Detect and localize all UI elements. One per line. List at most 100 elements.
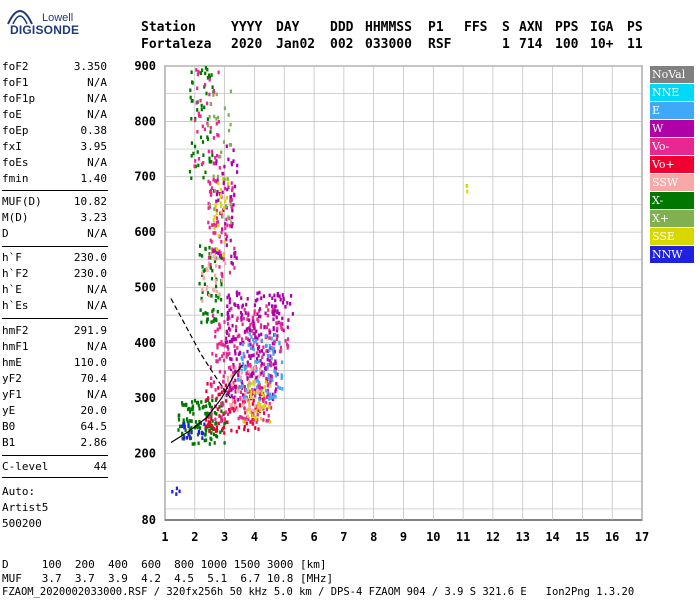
echo-point xyxy=(230,402,233,407)
echo-point xyxy=(258,314,261,319)
echo-point xyxy=(255,375,258,380)
echo-point xyxy=(268,336,271,340)
echo-point xyxy=(219,430,222,435)
echo-point xyxy=(228,351,231,356)
echo-point xyxy=(254,335,257,339)
param-value: 10.82 xyxy=(73,195,107,208)
separator xyxy=(2,190,108,191)
echo-point xyxy=(232,148,235,152)
echo-point xyxy=(183,425,186,430)
echo-point xyxy=(235,429,238,434)
echo-point xyxy=(227,322,230,326)
echo-point xyxy=(271,341,274,346)
echo-point xyxy=(274,389,277,394)
echo-point xyxy=(226,177,229,181)
echo-point xyxy=(281,316,284,321)
echo-point xyxy=(185,436,188,440)
echo-point xyxy=(271,310,274,314)
param-name: fxI xyxy=(2,140,22,153)
param-name: M(D) xyxy=(2,211,29,224)
echo-point xyxy=(263,325,266,330)
echo-point xyxy=(226,234,229,239)
echo-point xyxy=(274,333,277,337)
echo-point xyxy=(289,302,292,306)
echo-point xyxy=(208,293,211,298)
auto-code: 500200 xyxy=(2,517,42,530)
x-tick-label: 14 xyxy=(545,530,559,544)
echo-point xyxy=(181,431,184,436)
echo-point xyxy=(259,386,262,390)
legend-item: X- xyxy=(650,192,694,209)
echo-point xyxy=(199,114,202,118)
echo-point xyxy=(275,366,278,370)
echo-point xyxy=(214,421,217,426)
echo-point xyxy=(213,179,217,183)
echo-point xyxy=(221,401,224,405)
y-tick-label: 80 xyxy=(142,513,156,527)
echo-point xyxy=(237,389,240,394)
echo-point xyxy=(205,267,208,271)
echo-point xyxy=(252,418,255,422)
echo-point xyxy=(251,344,254,348)
echo-point xyxy=(207,206,210,210)
echo-point xyxy=(274,371,277,376)
echo-point xyxy=(221,274,224,279)
echo-point xyxy=(203,268,207,272)
echo-point xyxy=(220,271,223,276)
echo-point xyxy=(222,140,226,144)
echo-point xyxy=(210,159,213,164)
header-value: 033000 xyxy=(365,37,412,52)
echo-point xyxy=(243,329,247,334)
echo-point xyxy=(220,240,223,244)
echo-point xyxy=(258,359,261,364)
x-tick-label: 15 xyxy=(575,530,589,544)
echo-point xyxy=(221,171,224,176)
echo-point xyxy=(248,400,251,405)
echo-point xyxy=(206,101,209,106)
echo-point xyxy=(208,156,211,161)
echo-point xyxy=(238,385,241,389)
echo-point xyxy=(224,232,227,237)
echo-point xyxy=(276,321,279,326)
param-value: 110.0 xyxy=(73,356,107,369)
echo-point xyxy=(221,227,224,231)
echo-point xyxy=(243,308,246,312)
echo-point xyxy=(206,284,209,289)
echo-point xyxy=(265,366,268,370)
echo-point xyxy=(247,343,250,347)
echo-point xyxy=(249,364,252,369)
echo-point xyxy=(241,342,245,347)
echo-point xyxy=(244,311,247,315)
param-row: foF2 3.350 xyxy=(2,59,107,75)
echo-point xyxy=(266,391,269,395)
echo-point xyxy=(282,328,285,333)
echo-point xyxy=(207,398,210,402)
echo-point xyxy=(186,407,190,412)
echo-point xyxy=(235,406,238,410)
param-name: foF1p xyxy=(2,92,36,105)
echo-point xyxy=(230,261,233,265)
echo-point xyxy=(227,185,230,189)
echo-point xyxy=(252,398,255,403)
echo-point xyxy=(247,428,250,433)
echo-point xyxy=(227,181,230,186)
echo-point xyxy=(274,298,277,303)
echo-point xyxy=(196,86,199,91)
echo-point xyxy=(268,402,271,406)
echo-point xyxy=(194,144,197,149)
echo-point xyxy=(214,429,218,433)
echo-point xyxy=(215,412,218,416)
echo-point xyxy=(203,105,206,110)
echo-point xyxy=(220,385,223,389)
echo-point xyxy=(272,312,275,316)
echo-point xyxy=(222,358,226,363)
echo-point xyxy=(222,253,225,257)
echo-point xyxy=(213,256,216,261)
x-tick-label: 12 xyxy=(486,530,500,544)
echo-point xyxy=(212,427,215,431)
echo-point xyxy=(215,121,218,126)
echo-point xyxy=(202,161,205,165)
echo-point xyxy=(258,290,261,295)
echo-point xyxy=(231,314,234,318)
echo-point xyxy=(226,304,229,308)
